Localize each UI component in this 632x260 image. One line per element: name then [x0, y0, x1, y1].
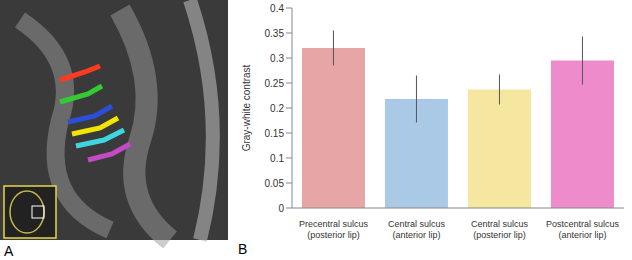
svg-text:A: A [8, 243, 14, 259]
svg-text:0.05: 0.05 [265, 178, 285, 189]
svg-text:0.3: 0.3 [270, 53, 284, 64]
svg-text:Central sulcus(posterior lip): Central sulcus(posterior lip) [471, 219, 529, 240]
svg-text:0.15: 0.15 [265, 128, 285, 139]
svg-text:Postcentral sulcus(anterior li: Postcentral sulcus(anterior lip) [546, 219, 620, 240]
html-text:B: B [238, 241, 248, 257]
svg-text:0.35: 0.35 [265, 28, 285, 39]
svg-text:0.4: 0.4 [270, 3, 284, 14]
svg-text:0.1: 0.1 [270, 153, 284, 164]
svg-text:Precentral sulcus(posterior li: Precentral sulcus(posterior lip) [299, 219, 369, 240]
svg-text:0: 0 [278, 203, 284, 214]
svg-text:Central sulcus(anterior lip): Central sulcus(anterior lip) [388, 219, 446, 240]
svg-text:Gray-white contrast: Gray-white contrast [241, 64, 252, 151]
svg-text:0.2: 0.2 [270, 103, 284, 114]
svg-text:0.25: 0.25 [265, 78, 285, 89]
